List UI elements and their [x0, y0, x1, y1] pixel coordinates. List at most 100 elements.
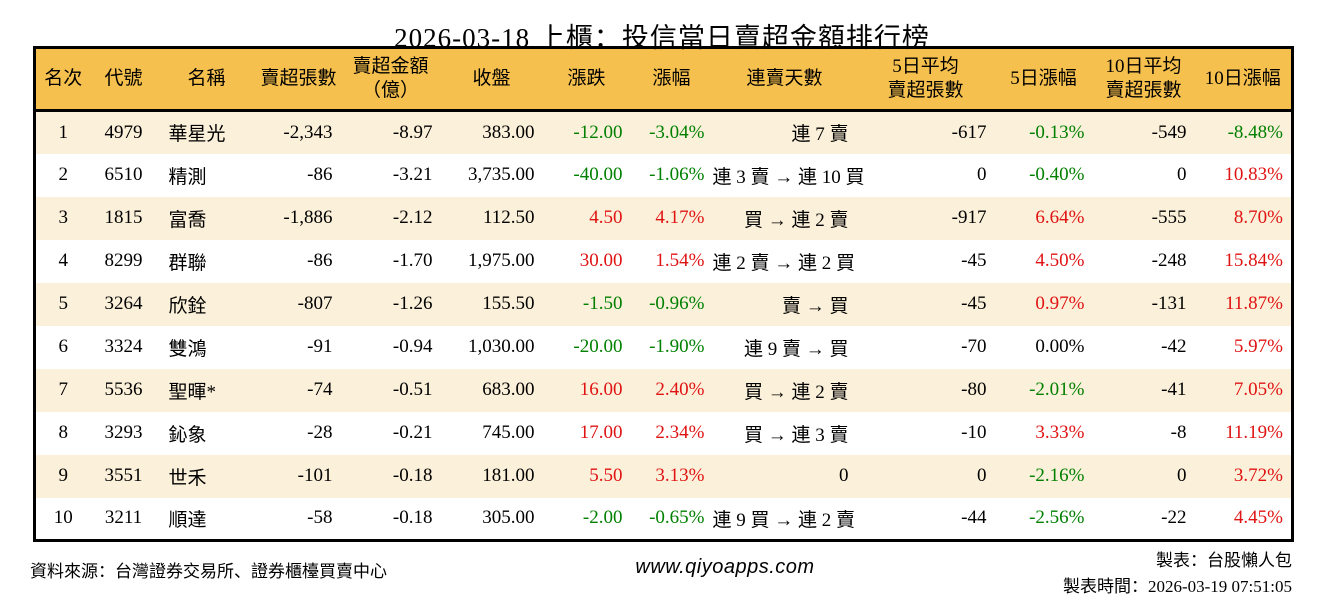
- cell-rank: 5: [58, 293, 69, 314]
- cell-avg5: -45: [961, 293, 987, 314]
- cell-code: 3324: [104, 336, 143, 357]
- cell-pct10: 11.19%: [1225, 422, 1283, 443]
- cell-sell_amount: -8.97: [392, 121, 433, 143]
- made-by-text: 製表：台股懶人包: [1156, 551, 1292, 570]
- cell-sell_amount: -3.21: [392, 164, 433, 185]
- cell-streak: 連 9 賣 → 買: [743, 338, 849, 360]
- cell-pct5: -0.13%: [1029, 121, 1085, 143]
- table-row: 4 8299 群聯 -86 -1.70 1,975.00 30.00 1.54% 連 2 賣 →…: [34, 239, 1293, 283]
- cell-streak: 買 → 連 3 賣: [743, 424, 849, 446]
- cell-code: 4979: [104, 121, 143, 143]
- cell-name: 欣銓: [168, 295, 207, 317]
- cell-name: 世禾: [168, 467, 207, 489]
- col-header-rank: 名次: [34, 47, 91, 112]
- cell-streak: 連 9 買 → 連 2 賣: [712, 509, 856, 531]
- col-header-change_pct: 漲幅: [630, 47, 713, 112]
- cell-avg10: -22: [1161, 507, 1187, 529]
- cell-code: 5536: [104, 379, 143, 400]
- cell-avg5: -80: [961, 379, 987, 400]
- cell-pct10: 5.97%: [1233, 336, 1283, 357]
- table-row: 10 3211 順達 -58 -0.18 305.00 -2.00 -0.65% 連 9 買 →…: [34, 497, 1293, 541]
- cell-close: 683.00: [482, 379, 535, 400]
- table-row: 2 6510 精測 -86 -3.21 3,735.00 -40.00 -1.06% 連 3 賣…: [34, 153, 1293, 197]
- cell-streak: 買 → 連 2 賣: [743, 381, 849, 403]
- cell-pct10: 4.45%: [1233, 507, 1283, 529]
- cell-avg10: -248: [1151, 250, 1187, 271]
- page-title: 2026-03-18 上櫃：投信當日賣超金額排行榜: [394, 23, 930, 53]
- cell-avg5: -70: [961, 336, 987, 357]
- made-time-text: 製表時間：2026-03-19 07:51:05: [1062, 577, 1292, 597]
- ranking-table: 名次 代號 名稱 賣超張數 賣超金額 （億） 收盤 漲跌 漲幅 連賣天數 5日平均 賣超張數 5日漲…: [33, 46, 1294, 542]
- col-header-pct5: 5日漲幅: [994, 47, 1093, 112]
- cell-name: 順達: [168, 509, 207, 531]
- cell-streak: 連 7 賣: [791, 124, 849, 146]
- cell-pct10: -8.48%: [1227, 121, 1283, 143]
- cell-avg10: -131: [1151, 293, 1187, 314]
- cell-sell_amount: -0.94: [392, 336, 433, 357]
- cell-avg5: -917: [951, 207, 987, 228]
- cell-avg5: -45: [961, 250, 987, 271]
- cell-pct5: 6.64%: [1035, 207, 1085, 228]
- cell-avg10: 0: [1177, 164, 1187, 185]
- cell-sell_amount: -0.18: [392, 507, 433, 529]
- cell-rank: 6: [58, 336, 69, 357]
- cell-change: 17.00: [579, 422, 623, 443]
- cell-avg10: 0: [1177, 465, 1187, 486]
- cell-sell_amount: -1.70: [392, 250, 433, 271]
- col-header-avg5: 5日平均 賣超張數: [856, 47, 995, 112]
- cell-sell_shares: -807: [297, 293, 333, 314]
- cell-pct10: 10.83%: [1224, 164, 1283, 185]
- cell-rank: 7: [58, 379, 69, 400]
- cell-rank: 10: [53, 507, 73, 529]
- cell-pct5: -2.56%: [1029, 507, 1085, 529]
- cell-avg10: -41: [1161, 379, 1187, 400]
- cell-close: 3,735.00: [468, 164, 535, 185]
- cell-change: -12.00: [573, 121, 623, 143]
- cell-streak: 賣 → 買: [781, 295, 849, 317]
- cell-change: 16.00: [579, 379, 623, 400]
- cell-avg5: -617: [951, 121, 987, 143]
- col-header-change: 漲跌: [542, 47, 631, 112]
- cell-close: 112.50: [482, 207, 535, 228]
- cell-change: 5.50: [589, 465, 623, 486]
- cell-change_pct: -1.90%: [649, 336, 705, 357]
- cell-name: 雙鴻: [168, 338, 207, 360]
- col-header-sell_shares: 賣超張數: [256, 47, 341, 112]
- table-row: 5 3264 欣銓 -807 -1.26 155.50 -1.50 -0.96% 賣 → 買 -4…: [34, 282, 1293, 326]
- cell-name: 群聯: [168, 252, 207, 274]
- cell-change: 30.00: [579, 250, 623, 271]
- cell-change_pct: 1.54%: [655, 250, 705, 271]
- table-header: 名次 代號 名稱 賣超張數 賣超金額 （億） 收盤 漲跌 漲幅 連賣天數 5日平均 賣超張數 5日漲…: [34, 47, 1293, 112]
- cell-streak: 0: [839, 465, 849, 486]
- cell-change: -20.00: [573, 336, 623, 357]
- cell-close: 155.50: [482, 293, 535, 314]
- cell-change_pct: 4.17%: [655, 207, 705, 228]
- cell-code: 3211: [104, 507, 143, 529]
- cell-change_pct: -0.96%: [649, 293, 705, 314]
- cell-close: 305.00: [482, 507, 535, 529]
- col-header-close: 收盤: [440, 47, 543, 112]
- cell-change: -2.00: [582, 507, 623, 529]
- cell-streak: 連 3 賣 → 連 10 買: [712, 166, 865, 188]
- cell-pct5: -2.16%: [1029, 465, 1085, 486]
- cell-name: 鈊象: [168, 424, 207, 446]
- cell-sell_shares: -2,343: [283, 121, 333, 143]
- cell-pct10: 8.70%: [1233, 207, 1283, 228]
- cell-streak: 買 → 連 2 賣: [743, 209, 849, 231]
- cell-close: 1,030.00: [468, 336, 535, 357]
- cell-sell_amount: -0.18: [392, 465, 433, 486]
- cell-code: 8299: [104, 250, 143, 271]
- cell-sell_amount: -0.51: [392, 379, 433, 400]
- cell-sell_shares: -74: [307, 379, 333, 400]
- cell-sell_shares: -86: [307, 250, 333, 271]
- table-row: 1 4979 華星光 -2,343 -8.97 383.00 -12.00 -3.04% 連 7…: [34, 110, 1293, 154]
- cell-code: 3264: [104, 293, 143, 314]
- cell-pct5: -2.01%: [1029, 379, 1085, 400]
- cell-rank: 4: [58, 250, 69, 271]
- cell-sell_shares: -58: [307, 507, 333, 529]
- cell-avg5: -44: [961, 507, 987, 529]
- cell-pct10: 15.84%: [1224, 250, 1283, 271]
- cell-pct10: 7.05%: [1233, 379, 1283, 400]
- cell-close: 1,975.00: [468, 250, 535, 271]
- cell-change_pct: -1.06%: [649, 164, 705, 185]
